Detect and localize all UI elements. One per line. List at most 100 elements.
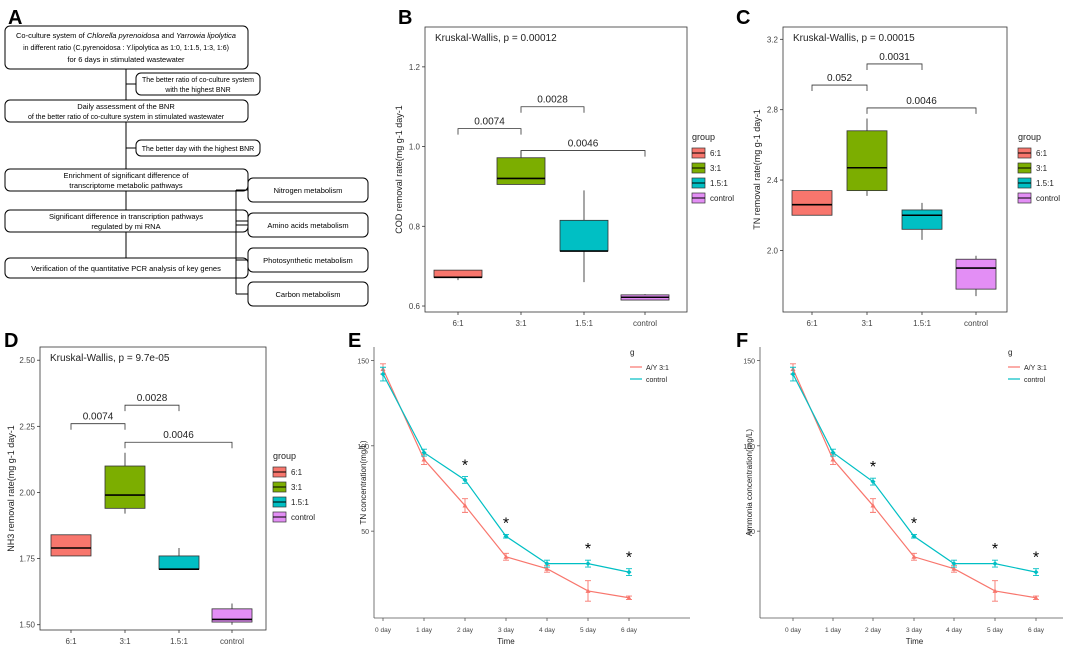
x-tick-label-b: control <box>633 319 657 328</box>
plot-frame-d <box>39 346 267 631</box>
x-tick-label-f: 6 day <box>1028 627 1045 634</box>
legend-label-f: A/Y 3:1 <box>1024 365 1047 372</box>
point-f-1 <box>911 533 917 539</box>
y-tick-label-b: 1.2 <box>409 63 421 72</box>
y-axis-label-d: NH3 removal rate(mg g-1 day-1 <box>6 425 16 552</box>
flow-box-mirna-line1: Significant difference in transcription … <box>49 212 203 221</box>
point-e-0 <box>503 554 509 559</box>
flow-box-coculture-line3: for 6 days in stimulated wastewater <box>67 55 185 64</box>
y-tick-label-f: 100 <box>743 444 755 451</box>
significance-star-f: * <box>870 459 876 476</box>
significance-pvalue-d: 0.0074 <box>83 412 114 423</box>
point-e-0 <box>462 503 468 508</box>
flow-connectors <box>125 69 248 295</box>
box-c-1 <box>846 130 888 192</box>
point-e-0 <box>421 456 427 462</box>
box-d-0 <box>50 534 92 557</box>
point-e-1 <box>585 561 591 567</box>
legend-title-f: g <box>1008 348 1012 357</box>
series-line-e-0 <box>382 368 630 599</box>
y-tick-label-f: 50 <box>747 529 755 536</box>
significance-bracket-d <box>70 423 126 430</box>
x-tick-label-d: 3:1 <box>119 637 131 645</box>
legend-label-d: 1.5:1 <box>291 498 309 507</box>
flow-box-enrichment-line2: transcriptome metabolic pathways <box>69 181 183 190</box>
x-tick-label-f: 5 day <box>987 627 1004 634</box>
y-tick-label-d: 2.50 <box>19 356 35 365</box>
flow-box-mirna-line2: regulated by mi RNA <box>91 222 160 231</box>
point-e-1 <box>544 561 550 567</box>
x-tick-label-c: 3:1 <box>861 319 873 328</box>
flow-box-qpcr-line1: Verification of the quantitative PCR ana… <box>31 264 221 273</box>
series-line-f-0 <box>792 368 1037 599</box>
chart-f: 50 100 150 Ammonia concentration(mg/L) 0 day… <box>743 347 1063 645</box>
significance-star-e: * <box>503 516 509 533</box>
significance-bracket-c <box>866 63 923 70</box>
flow-side-better-day-line1: The better day with the highest BNR <box>142 146 254 153</box>
y-tick-label-c: 2.0 <box>767 246 779 255</box>
y-axis-label-b: COD removal rate(mg g-1 day-1 <box>394 105 404 234</box>
significance-pvalue-b: 0.0046 <box>568 139 599 150</box>
x-tick-label-f: 1 day <box>825 627 842 634</box>
x-tick-label-b: 1.5:1 <box>575 319 593 328</box>
y-tick-label-e: 150 <box>357 358 369 365</box>
charts: Kruskal-Wallis, p = 0.00012 0.6 0.8 1.0 1.2 C… <box>6 26 1063 645</box>
significance-pvalue-b: 0.0074 <box>474 117 505 128</box>
box-b-0 <box>433 269 483 278</box>
point-f-0 <box>1033 595 1039 600</box>
x-tick-label-c: 1.5:1 <box>913 319 931 328</box>
chart-e: 50 100 150 TN concentration(mg/L) 0 day 1 day… <box>357 347 690 645</box>
point-e-0 <box>544 566 550 571</box>
legend-title-d: group <box>273 451 296 461</box>
y-axis-label-c: TN removal rate(mg g-1 day-1 <box>752 109 762 230</box>
flowchart: Co-culture system of Chlorella pyrenoido… <box>4 25 369 307</box>
x-tick-label-b: 3:1 <box>515 319 527 328</box>
chart-title-d: Kruskal-Wallis, p = 9.7e-05 <box>50 353 170 364</box>
point-f-0 <box>911 554 917 559</box>
y-tick-label-b: 0.6 <box>409 302 421 311</box>
point-f-0 <box>951 566 957 571</box>
y-tick-label-c: 2.8 <box>767 106 779 115</box>
point-f-1 <box>1033 569 1039 575</box>
flow-side-better-ratio-line2: with the highest BNR <box>164 87 230 94</box>
x-tick-label-f: 2 day <box>865 627 882 634</box>
significance-bracket-c <box>811 84 868 92</box>
significance-bracket-b <box>520 150 646 157</box>
significance-bracket-c <box>866 107 977 114</box>
point-f-1 <box>830 450 836 456</box>
y-tick-label-d: 2.25 <box>19 422 35 431</box>
box-c-2 <box>901 209 943 230</box>
series-line-f-1 <box>792 373 1037 573</box>
point-f-1 <box>870 479 876 485</box>
significance-bracket-d <box>124 404 180 412</box>
y-tick-label-e: 50 <box>361 529 369 536</box>
point-e-1 <box>626 569 632 575</box>
significance-bracket-d <box>124 441 233 449</box>
point-e-1 <box>503 533 509 539</box>
point-f-1 <box>951 561 957 567</box>
legend-title-c: group <box>1018 132 1041 142</box>
y-axis-label-e: TN concentration(mg/L) <box>359 440 368 524</box>
flow-pathway-photosynthetic-label: Photosynthetic metabolism <box>263 256 353 265</box>
x-tick-label-e: 6 day <box>621 627 638 634</box>
legend-label-b: 1.5:1 <box>710 179 728 188</box>
x-axis-label-e: Time <box>497 637 515 645</box>
legend-label-e: A/Y 3:1 <box>646 365 669 372</box>
legend-label-c: 1.5:1 <box>1036 179 1054 188</box>
y-tick-label-c: 2.4 <box>767 176 779 185</box>
box-d-1 <box>104 465 146 509</box>
x-tick-label-f: 0 day <box>785 627 802 634</box>
x-tick-label-e: 5 day <box>580 627 597 634</box>
significance-star-f: * <box>992 541 998 558</box>
panel-letter-f: F <box>736 330 748 352</box>
flow-pathway-nitrogen-label: Nitrogen metabolism <box>274 186 343 195</box>
legend-label-f: control <box>1024 377 1045 384</box>
point-f-0 <box>992 588 998 593</box>
x-tick-label-e: 2 day <box>457 627 474 634</box>
chart-title-c: Kruskal-Wallis, p = 0.00015 <box>793 33 915 44</box>
legend-label-b: control <box>710 194 734 203</box>
legend-label-d: control <box>291 513 315 522</box>
panel-letter-b: B <box>398 7 412 29</box>
panel-letter-e: E <box>348 330 361 352</box>
